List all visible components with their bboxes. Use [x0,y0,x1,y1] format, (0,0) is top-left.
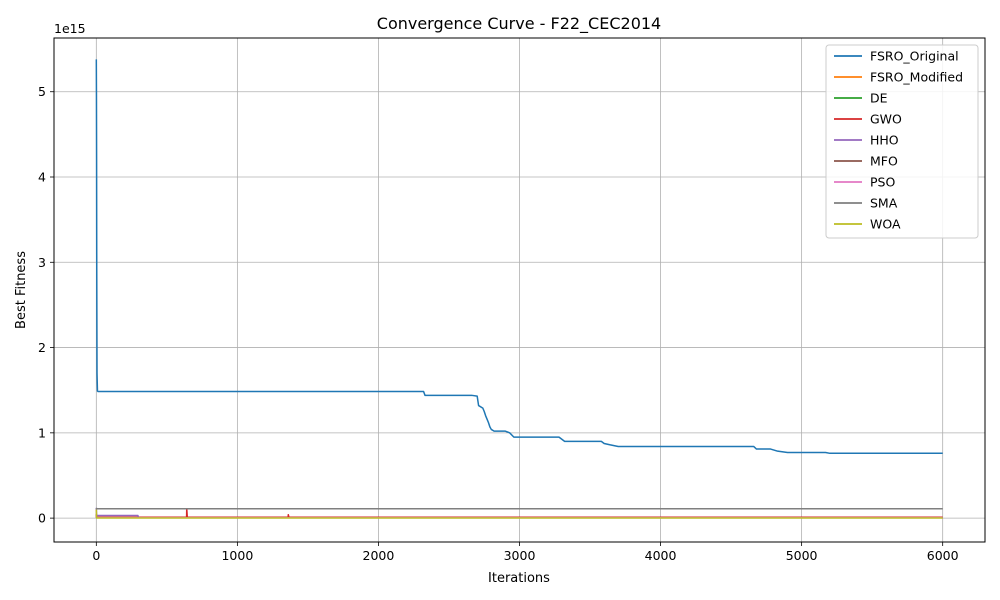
legend-label: GWO [870,112,902,127]
legend-box [825,44,979,239]
plot-area [95,59,943,519]
x-tick-label: 4000 [645,548,677,563]
legend-label: MFO [870,154,898,169]
x-axis: 0 1000 2000 3000 4000 5000 6000 [92,542,959,563]
legend-label: WOA [870,217,901,232]
x-tick-label: 2000 [363,548,395,563]
y-tick-label: 3 [38,255,46,270]
chart-title: Convergence Curve - F22_CEC2014 [377,14,661,34]
legend-label: SMA [870,196,898,211]
legend-label: FSRO_Modified [870,70,963,85]
legend: FSRO_Original FSRO_Modified DE GWO HHO MFO PSO… [825,44,979,239]
series-line-fsro-original [95,59,943,455]
x-tick-label: 1000 [221,548,253,563]
legend-label: PSO [870,175,895,190]
legend-label: FSRO_Original [870,49,959,64]
x-tick-label: 0 [92,548,100,563]
x-tick-label: 3000 [504,548,536,563]
y-tick-label: 0 [38,511,46,526]
y-axis-offset-label: 1e15 [54,21,86,36]
y-tick-label: 1 [38,425,46,440]
y-axis: 0 1 2 3 4 5 [38,84,54,526]
y-tick-label: 2 [38,340,46,355]
x-tick-label: 5000 [786,548,818,563]
y-tick-label: 5 [38,84,46,99]
y-axis-label: Best Fitness [14,251,29,329]
y-tick-label: 4 [38,170,46,185]
legend-label: HHO [870,133,899,148]
series-line-sma [95,507,943,510]
x-tick-label: 6000 [927,548,959,563]
x-axis-label: Iterations [488,571,550,586]
series-line-woa [95,509,943,519]
legend-label: DE [870,91,888,106]
